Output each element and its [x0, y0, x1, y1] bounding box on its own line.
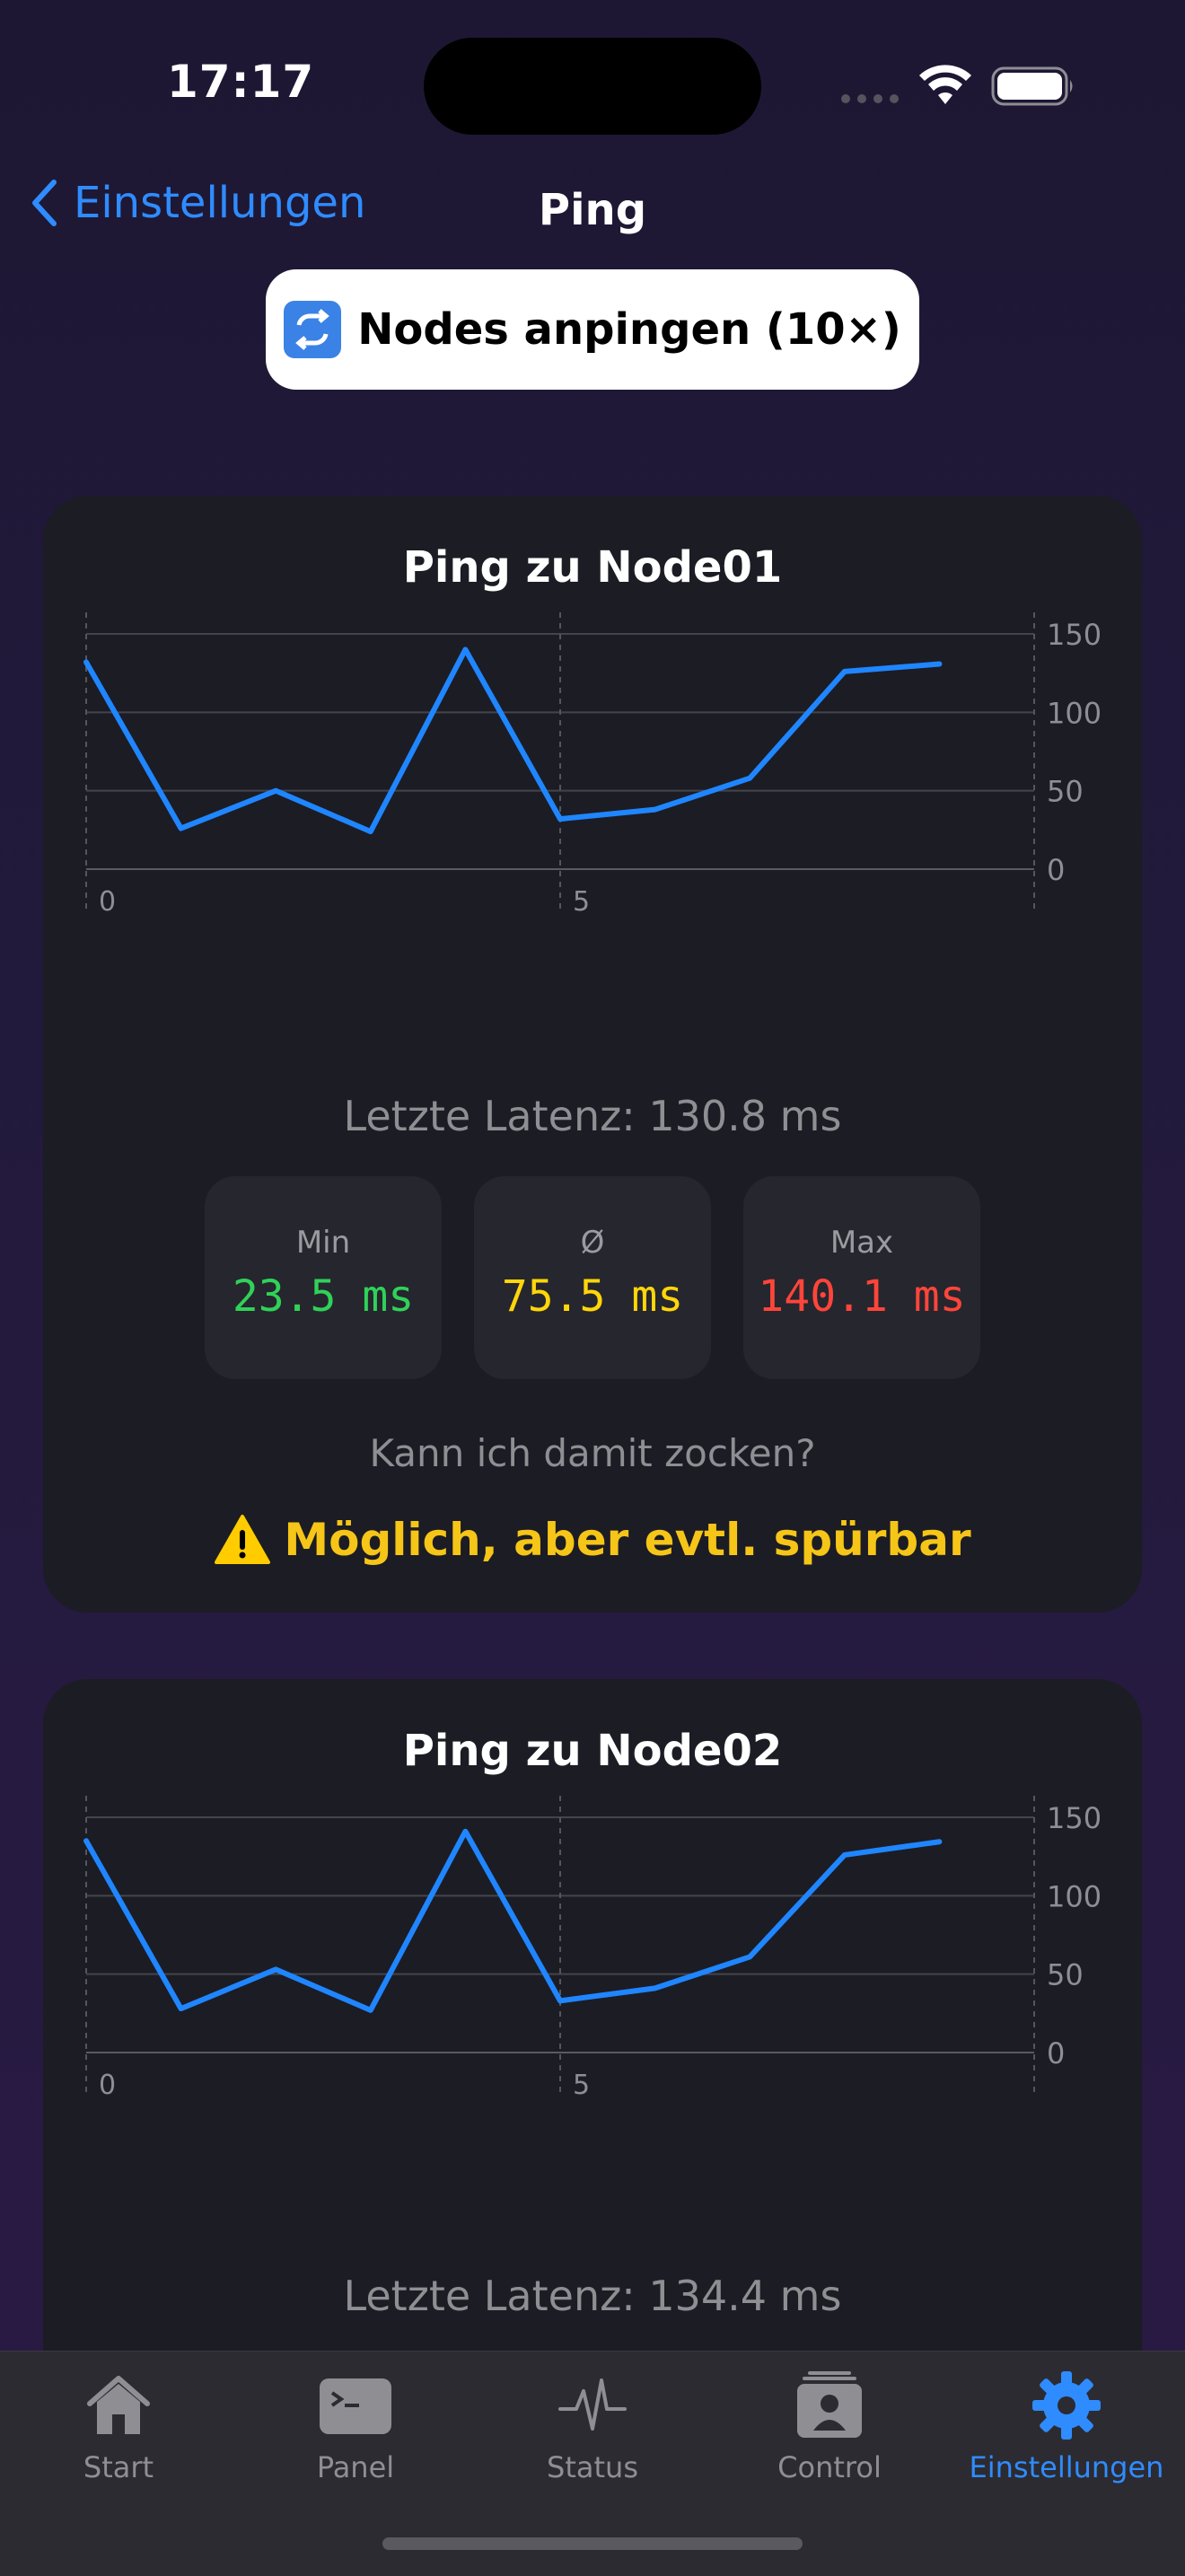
stat-min-label: Min — [205, 1225, 442, 1261]
person-card-icon — [794, 2369, 865, 2441]
card-title: Ping zu Node02 — [43, 1726, 1142, 1776]
y-tick-label: 100 — [1047, 696, 1102, 730]
tab-label: Control — [711, 2450, 948, 2484]
stat-avg: Ø 75.5 ms — [474, 1176, 711, 1379]
y-tick-label: 150 — [1047, 618, 1102, 652]
ping-card-node02: Ping zu Node02 0 50 100 150 0 5 Letzte Latenz… — [43, 1679, 1142, 2397]
battery-icon — [991, 66, 1075, 106]
gaming-question: Kann ich damit zocken? — [43, 1431, 1142, 1475]
ping-nodes-button[interactable]: Nodes anpingen (10×) — [266, 269, 919, 390]
page-title: Ping — [0, 185, 1185, 235]
repeat-icon — [284, 301, 341, 358]
tab-control[interactable]: Control — [711, 2352, 948, 2513]
stat-min-value: 23.5 ms — [205, 1271, 442, 1322]
dynamic-island — [424, 38, 761, 135]
y-tick-label: 0 — [1047, 2036, 1065, 2070]
card-title: Ping zu Node01 — [43, 542, 1142, 593]
stat-min: Min 23.5 ms — [205, 1176, 442, 1379]
tab-start[interactable]: Start — [0, 2352, 237, 2513]
cellular-signal-icon — [840, 93, 901, 104]
waveform-icon — [557, 2369, 628, 2441]
stat-max-label: Max — [743, 1225, 980, 1261]
ping-card-node01: Ping zu Node01 0 50 100 150 0 5 Letzte Latenz… — [43, 496, 1142, 1613]
y-tick-label: 50 — [1047, 775, 1084, 809]
latency-chart: 0 50 100 150 0 5 — [43, 612, 1142, 1061]
tab-status[interactable]: Status — [474, 2352, 711, 2513]
y-tick-label: 150 — [1047, 1801, 1102, 1835]
stat-max-value: 140.1 ms — [743, 1271, 980, 1322]
stat-max: Max 140.1 ms — [743, 1176, 980, 1379]
x-tick-label: 5 — [573, 2070, 590, 2101]
last-latency: Letzte Latenz: 134.4 ms — [43, 2272, 1142, 2320]
latency-series-line — [86, 1832, 939, 2010]
tab-label: Einstellungen — [948, 2450, 1185, 2484]
stat-avg-label: Ø — [474, 1225, 711, 1261]
last-latency: Letzte Latenz: 130.8 ms — [43, 1092, 1142, 1140]
house-icon — [83, 2369, 154, 2441]
status-time: 17:17 — [167, 56, 314, 108]
tab-label: Panel — [237, 2450, 474, 2484]
home-indicator — [382, 2537, 803, 2550]
latency-chart: 0 50 100 150 0 5 — [43, 1796, 1142, 2245]
x-tick-label: 5 — [573, 886, 590, 918]
warning-icon — [214, 1514, 271, 1566]
terminal-icon — [320, 2369, 391, 2441]
y-tick-label: 0 — [1047, 853, 1065, 887]
stat-avg-value: 75.5 ms — [474, 1271, 711, 1322]
wifi-icon — [917, 65, 973, 108]
x-tick-label: 0 — [99, 886, 116, 918]
y-tick-label: 100 — [1047, 1879, 1102, 1913]
x-tick-label: 0 — [99, 2070, 116, 2101]
ping-nodes-label: Nodes anpingen (10×) — [357, 304, 901, 355]
tab-label: Start — [0, 2450, 237, 2484]
gaming-verdict: Möglich, aber evtl. spürbar — [43, 1514, 1142, 1566]
gear-icon — [1031, 2369, 1102, 2441]
latency-series-line — [86, 649, 939, 831]
tab-panel[interactable]: Panel — [237, 2352, 474, 2513]
tab-einstellungen[interactable]: Einstellungen — [948, 2352, 1185, 2513]
gaming-verdict-text: Möglich, aber evtl. spürbar — [284, 1514, 970, 1566]
y-tick-label: 50 — [1047, 1958, 1084, 1992]
tab-label: Status — [474, 2450, 711, 2484]
